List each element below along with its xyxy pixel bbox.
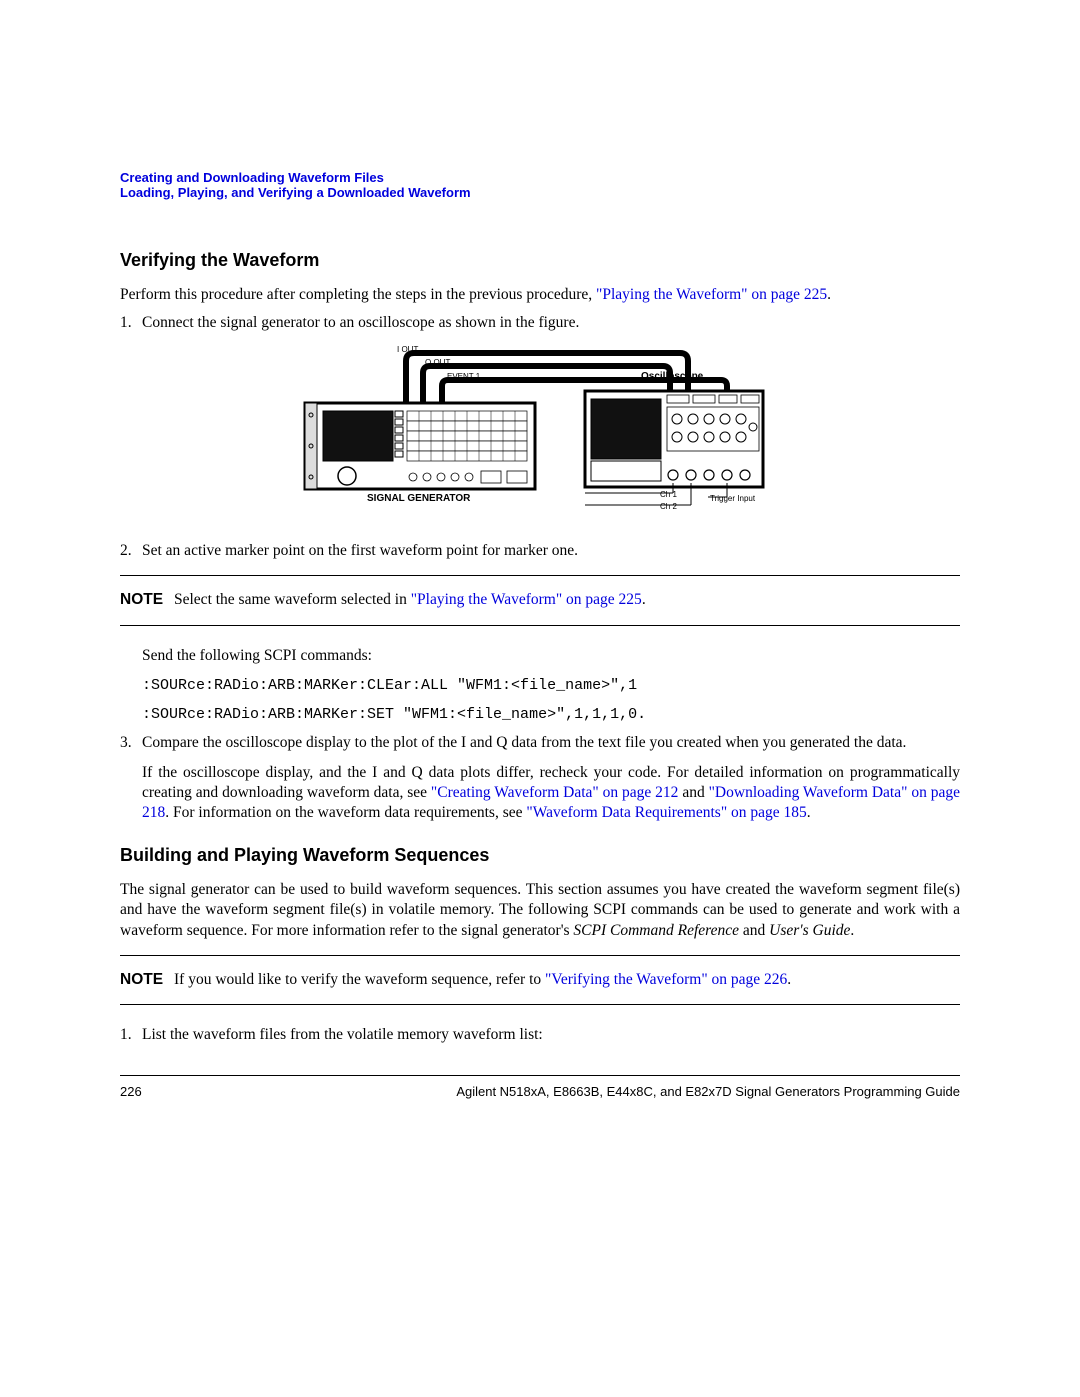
svg-text:SIGNAL GENERATOR: SIGNAL GENERATOR [367,493,471,504]
ref-scpi: SCPI Command Reference [573,922,739,939]
t: and [739,922,769,939]
section2-step-1: 1. List the waveform files from the vola… [120,1025,960,1045]
step-body: List the waveform files from the volatil… [142,1025,960,1045]
note-label: NOTE [120,970,174,990]
note-block-2: NOTE If you would like to verify the wav… [120,955,960,1005]
link-creating-waveform-data[interactable]: "Creating Waveform Data" on page 212 [431,784,679,801]
scpi-command-2: :SOURce:RADio:ARB:MARKer:SET "WFM1:<file… [142,705,960,725]
step-number: 2. [120,541,142,561]
scpi-intro: Send the following SCPI commands: [142,646,960,666]
link-playing-waveform-2[interactable]: "Playing the Waveform" on page 225 [411,591,642,608]
note-text: Select the same waveform selected in [174,591,411,608]
step-2: 2. Set an active marker point on the fir… [120,541,960,561]
svg-text:EVENT 1: EVENT 1 [447,372,481,381]
note-text: If you would like to verify the waveform… [174,971,545,988]
t: . [807,804,811,821]
link-waveform-requirements[interactable]: "Waveform Data Requirements" on page 185 [526,804,806,821]
t: . [850,922,854,939]
note-body: If you would like to verify the waveform… [174,970,960,990]
svg-text:Ch 2: Ch 2 [660,502,677,511]
page-number: 226 [120,1084,142,1099]
step3-followup: If the oscilloscope display, and the I a… [142,763,960,823]
link-verifying-waveform[interactable]: "Verifying the Waveform" on page 226 [545,971,787,988]
link-playing-waveform[interactable]: "Playing the Waveform" on page 225 [596,286,827,303]
doc-title: Agilent N518xA, E8663B, E44x8C, and E82x… [456,1084,960,1099]
step-body: Connect the signal generator to an oscil… [142,313,960,333]
scpi-block: Send the following SCPI commands: :SOURc… [120,646,960,725]
scpi-command-1: :SOURce:RADio:ARB:MARKer:CLEar:ALL "WFM1… [142,676,960,696]
page-header-section: Loading, Playing, and Verifying a Downlo… [120,185,960,200]
t: . For information on the waveform data r… [165,804,526,821]
note-label: NOTE [120,590,174,610]
step-body: Set an active marker point on the first … [142,541,960,561]
intro-text: Perform this procedure after completing … [120,286,596,303]
svg-text:Ch 1: Ch 1 [660,490,677,499]
page-header-chapter: Creating and Downloading Waveform Files [120,170,960,185]
note-end: . [642,591,646,608]
step-3: 3. Compare the oscilloscope display to t… [120,733,960,824]
t: and [678,784,708,801]
step-number: 3. [120,733,142,824]
intro-end: . [827,286,831,303]
step-number: 1. [120,1025,142,1045]
note-end: . [787,971,791,988]
footer: 226 Agilent N518xA, E8663B, E44x8C, and … [120,1075,960,1099]
step-1: 1. Connect the signal generator to an os… [120,313,960,333]
step-number: 1. [120,313,142,333]
note-block-1: NOTE Select the same waveform selected i… [120,575,960,625]
figure-connection: I OUT Q OUT EVENT 1 Oscilloscope [120,343,960,523]
note-body: Select the same waveform selected in "Pl… [174,590,960,610]
heading-building: Building and Playing Waveform Sequences [120,845,960,866]
section2-intro: The signal generator can be used to buil… [120,880,960,940]
svg-text:Trigger Input: Trigger Input [710,494,756,503]
intro-paragraph: Perform this procedure after completing … [120,285,960,305]
svg-text:I OUT: I OUT [397,345,418,354]
ref-users-guide: User's Guide [769,922,850,939]
step3-text: Compare the oscilloscope display to the … [142,733,960,753]
svg-text:Q OUT: Q OUT [425,358,450,367]
svg-text:Oscilloscope: Oscilloscope [641,371,704,382]
heading-verifying: Verifying the Waveform [120,250,960,271]
